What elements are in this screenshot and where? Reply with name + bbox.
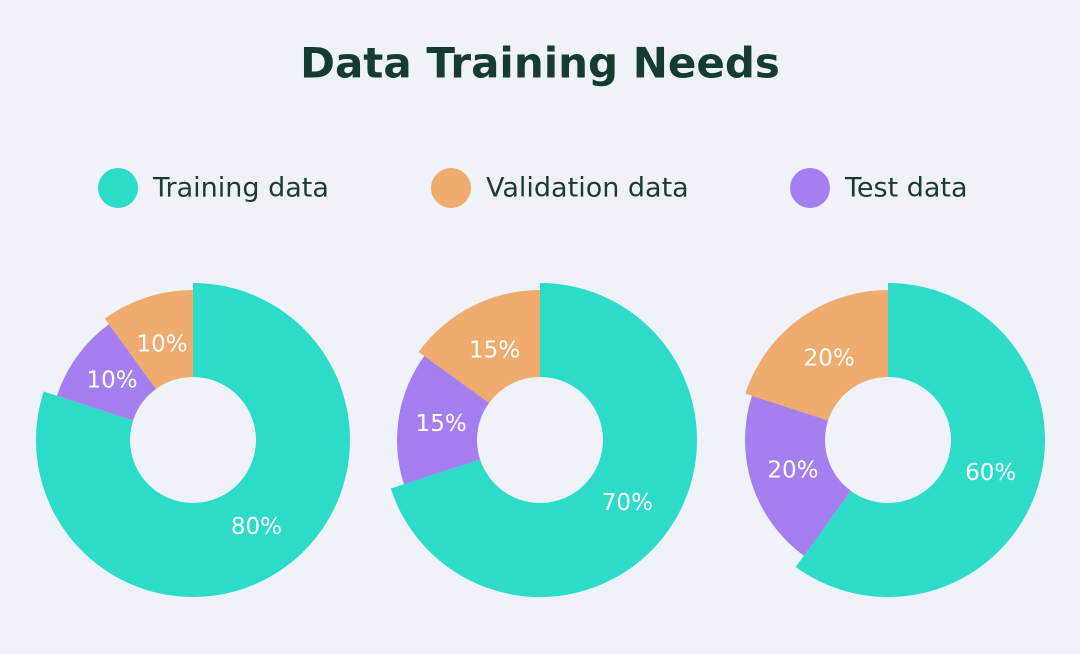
data-label: 10% (137, 331, 188, 357)
legend-label: Test data (844, 173, 968, 204)
data-label: 10% (87, 368, 138, 394)
data-label: 15% (469, 337, 520, 363)
pie-slice (795, 283, 1046, 597)
data-label: 60% (965, 460, 1016, 486)
data-label: 70% (602, 490, 653, 516)
legend-swatch (431, 168, 471, 208)
legend-swatch (790, 168, 830, 208)
pie-slice (390, 283, 697, 598)
pie-slice (397, 355, 490, 485)
legend-label: Training data (152, 173, 329, 204)
pie-slice (418, 290, 540, 403)
pie-slice (104, 290, 193, 390)
data-label: 15% (416, 411, 467, 437)
pie-slice (35, 283, 351, 597)
legend-swatch (98, 168, 138, 208)
data-label: 20% (767, 457, 818, 483)
pie-slice (745, 290, 888, 421)
chart-title: Data Training Needs (300, 39, 780, 88)
data-label: 80% (231, 514, 282, 540)
legend-label: Validation data (486, 173, 689, 204)
pie-slice (745, 395, 851, 556)
data-label: 20% (804, 346, 855, 372)
pie-slice (56, 324, 156, 421)
